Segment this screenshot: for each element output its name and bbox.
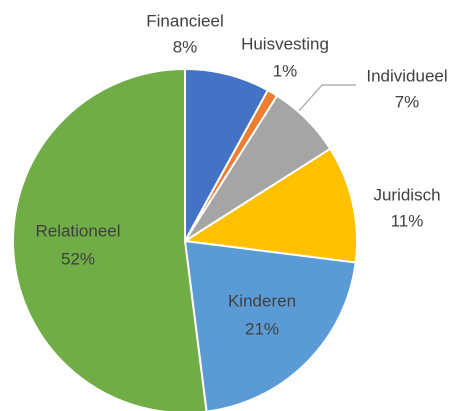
value-label: 52% (61, 249, 95, 268)
pie-slice (12, 67, 208, 411)
category-label: Relationeel (35, 221, 120, 240)
value-label: 7% (395, 92, 420, 111)
value-label: 1% (273, 61, 298, 80)
value-label: 11% (391, 211, 424, 230)
category-label: Juridisch (373, 185, 440, 204)
category-label: Individueel (366, 66, 447, 85)
category-label: Financieel (146, 11, 224, 30)
value-label: 8% (173, 37, 198, 56)
pie-slice (182, 147, 358, 264)
category-label: Kinderen (228, 291, 296, 310)
value-label: 21% (245, 319, 279, 338)
category-label: Huisvesting (241, 34, 329, 53)
leader-line (297, 84, 356, 113)
pie-slice (183, 239, 357, 411)
